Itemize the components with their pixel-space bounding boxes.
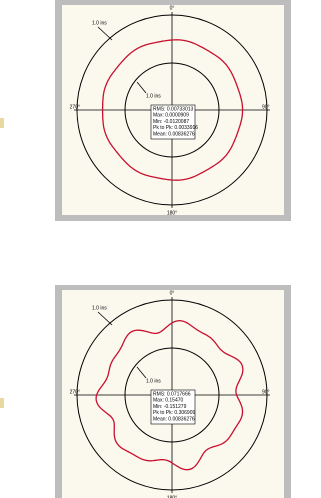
- angle-label: 0°: [170, 5, 175, 11]
- stats-box: [150, 104, 196, 140]
- edge-marker: [0, 398, 4, 408]
- stats-line: Min: -0.0120087: [153, 119, 189, 125]
- polar-panel: 0° 90° 180° 270° 1.0 ins 1.0 ins RMS: 0.071766…: [55, 285, 291, 498]
- scale-label: 1.0 ins: [146, 93, 161, 99]
- angle-label: 270°: [70, 389, 80, 395]
- stats-line: RMS: 0.00733013: [153, 106, 194, 112]
- scale-label: 1.0 ins: [92, 20, 107, 26]
- profile-trace: [95, 319, 244, 471]
- polar-panel: 0° 90° 180° 270° 1.0 ins 1.0 ins RMS: 0.007330…: [55, 0, 291, 221]
- stats-line: Mean: 0.00836276: [153, 132, 195, 138]
- stats-box: [150, 389, 196, 425]
- stats-line: RMS: 0.0717666: [153, 391, 191, 397]
- profile-trace: [101, 39, 244, 181]
- angle-label: 270°: [70, 104, 80, 110]
- stats-line: Mean: 0.00836276: [153, 417, 195, 423]
- stats-line: Max: 0.0000909: [153, 113, 189, 119]
- scale-label: 1.0 ins: [92, 305, 107, 311]
- angle-label: 180°: [167, 495, 177, 498]
- angle-label: 0°: [170, 290, 175, 296]
- stats-line: Pk to Pk: 0.306909: [153, 410, 195, 416]
- angle-label: 180°: [167, 210, 177, 216]
- edge-marker: [0, 118, 4, 128]
- leader-line: [136, 81, 147, 94]
- stats-line: Min: -0.151279: [153, 404, 187, 410]
- leader-line: [97, 26, 113, 41]
- angle-label: 90°: [262, 104, 270, 110]
- angle-label: 90°: [262, 389, 270, 395]
- stats-line: Pk to Pk: 0.0033916: [153, 125, 198, 131]
- stats-line: Max: 0.15470: [153, 398, 184, 404]
- leader-line: [97, 311, 113, 326]
- scale-label: 1.0 ins: [146, 378, 161, 384]
- leader-line: [136, 366, 147, 379]
